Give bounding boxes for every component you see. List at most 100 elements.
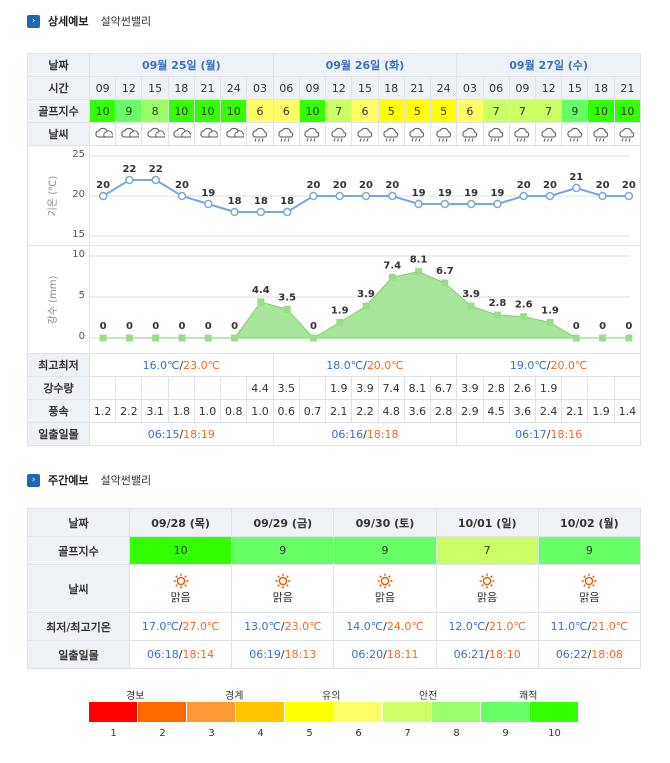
weather-cell <box>482 122 510 146</box>
weekly-forecast-table: 날짜 09/28 (목) 09/29 (금) 09/30 (토) 10/01 (일) 10… <box>27 508 642 669</box>
time-label: 시간 <box>27 76 90 100</box>
weekly-sunset: 18:14 <box>182 648 215 661</box>
golf-index-cell: 10 <box>167 99 195 123</box>
data-label: 20 <box>306 180 320 191</box>
rain-icon <box>327 126 351 142</box>
rain-point <box>178 334 186 342</box>
rain-point <box>599 334 607 342</box>
rain-icon <box>300 126 324 142</box>
temperature-chart-row-label-cell: 기온 (℃) 25 20 15 <box>27 145 90 246</box>
cloud-icon <box>169 126 193 142</box>
data-label: 20 <box>596 180 610 191</box>
weather-cell <box>167 122 195 146</box>
data-label: 1.9 <box>331 305 349 316</box>
temperature-point <box>309 191 318 201</box>
data-label: 20 <box>333 180 347 191</box>
weekly-max-temp: 21.0℃ <box>591 620 629 633</box>
y-axis-label: 강수 (mm) <box>48 275 59 325</box>
time-cell: 21 <box>403 76 432 100</box>
weekly-sunrise: 06:21 <box>453 648 486 661</box>
wind-cell: 2.9 <box>456 399 484 423</box>
weekly-section-header: › 주간예보 설악썬밸리 <box>27 472 151 488</box>
data-label: 2.6 <box>515 300 533 311</box>
weekly-weather-text: 맑음 <box>170 590 191 604</box>
data-label: 21 <box>569 172 583 183</box>
weekly-temp-cell: 11.0℃/21.0℃ <box>537 612 642 641</box>
temperature-point <box>282 207 292 217</box>
minmax-cell: 19.0℃/20.0℃ <box>456 353 641 377</box>
weekly-temp-label: 최저/최고기온 <box>27 612 130 641</box>
data-label: 0 <box>310 321 317 332</box>
legend-swatch <box>530 702 579 722</box>
data-label: 3.5 <box>278 292 296 303</box>
time-cell: 12 <box>115 76 143 100</box>
wind-cell: 3.1 <box>141 399 169 423</box>
weekly-min-temp: 17.0℃ <box>141 620 179 633</box>
weather-cell <box>193 122 222 146</box>
rain-icon <box>432 126 456 142</box>
sun-icon <box>437 573 537 589</box>
temperature-point <box>335 191 344 201</box>
weekly-weather-cell: 맑음 <box>537 564 642 613</box>
weekly-weather-cell: 맑음 <box>435 564 539 613</box>
precip-cell: 3.9 <box>456 376 484 400</box>
data-label: 0 <box>231 321 238 332</box>
weekly-weather-cell: 맑음 <box>231 564 335 613</box>
weather-cell <box>587 122 615 146</box>
rain-icon <box>589 126 613 142</box>
golf-index-cell: 5 <box>430 99 458 123</box>
day-header: 09월 26일 (화) <box>272 53 458 77</box>
weekly-golf-row: 골프지수 10 9 9 7 9 <box>27 536 642 565</box>
weekly-min-temp: 14.0℃ <box>346 620 384 633</box>
data-label: 7.4 <box>383 260 401 271</box>
rain-point <box>467 302 475 310</box>
golf-index-cell: 10 <box>220 99 248 123</box>
day-header: 09월 27일 (수) <box>456 53 641 77</box>
data-label: 0 <box>100 321 107 332</box>
weather-cell <box>141 122 169 146</box>
minmax-label: 최고최저 <box>27 353 90 377</box>
cloud-icon <box>91 126 115 142</box>
time-cell: 12 <box>325 76 353 100</box>
y-tick-label: 15 <box>72 229 85 240</box>
legend-number: 2 <box>159 728 166 739</box>
temperature-point <box>177 191 187 201</box>
weekly-sun-cell: 06:22/18:08 <box>537 640 642 669</box>
weather-cell <box>613 122 642 146</box>
temp-separator: / <box>485 620 490 633</box>
weather-cell <box>351 122 379 146</box>
weather-cell <box>115 122 143 146</box>
min-temp: 18.0℃ <box>326 358 364 372</box>
legend-level-label: 경보 <box>126 691 145 702</box>
cloud-icon <box>143 126 167 142</box>
data-label: 0 <box>599 321 606 332</box>
temperature-point <box>519 191 528 201</box>
rain-icon <box>510 126 534 142</box>
weekly-max-temp: 24.0℃ <box>386 620 424 633</box>
temp-separator: / <box>363 358 367 372</box>
data-label: 19 <box>464 188 478 199</box>
weekly-day-header: 10/01 (일) <box>435 508 539 537</box>
sun-row: 일출일몰 06:15/18:19 06:16/18:18 06:17/18:16 <box>27 422 641 446</box>
weekly-golf-cell: 7 <box>435 536 539 565</box>
sunrise: 06:15 <box>147 427 180 441</box>
rain-point <box>99 334 107 342</box>
weather-cell <box>272 122 300 146</box>
legend-swatch <box>89 702 138 722</box>
wind-cell: 2.2 <box>351 399 379 423</box>
rain-icon <box>458 126 482 142</box>
precip-cell <box>587 376 615 400</box>
legend-number: 6 <box>355 728 362 739</box>
golf-index-row: 골프지수 10 9 8 10 10 10 6 6 10 7 6 5 5 5 6 7 7 7 9 10 10 <box>27 99 642 123</box>
temperature-point <box>414 199 423 209</box>
weekly-sunset: 18:11 <box>386 648 419 661</box>
max-temp: 20.0℃ <box>550 358 588 372</box>
weather-cell <box>325 122 353 146</box>
weekly-sunrise: 06:22 <box>555 648 588 661</box>
precip-cell: 1.9 <box>325 376 353 400</box>
time-cell: 18 <box>587 76 615 100</box>
weekly-sunrise: 06:20 <box>351 648 384 661</box>
golf-index-cell: 6 <box>246 99 274 123</box>
precip-cell: 4.4 <box>246 376 274 400</box>
temperature-point <box>624 191 634 201</box>
